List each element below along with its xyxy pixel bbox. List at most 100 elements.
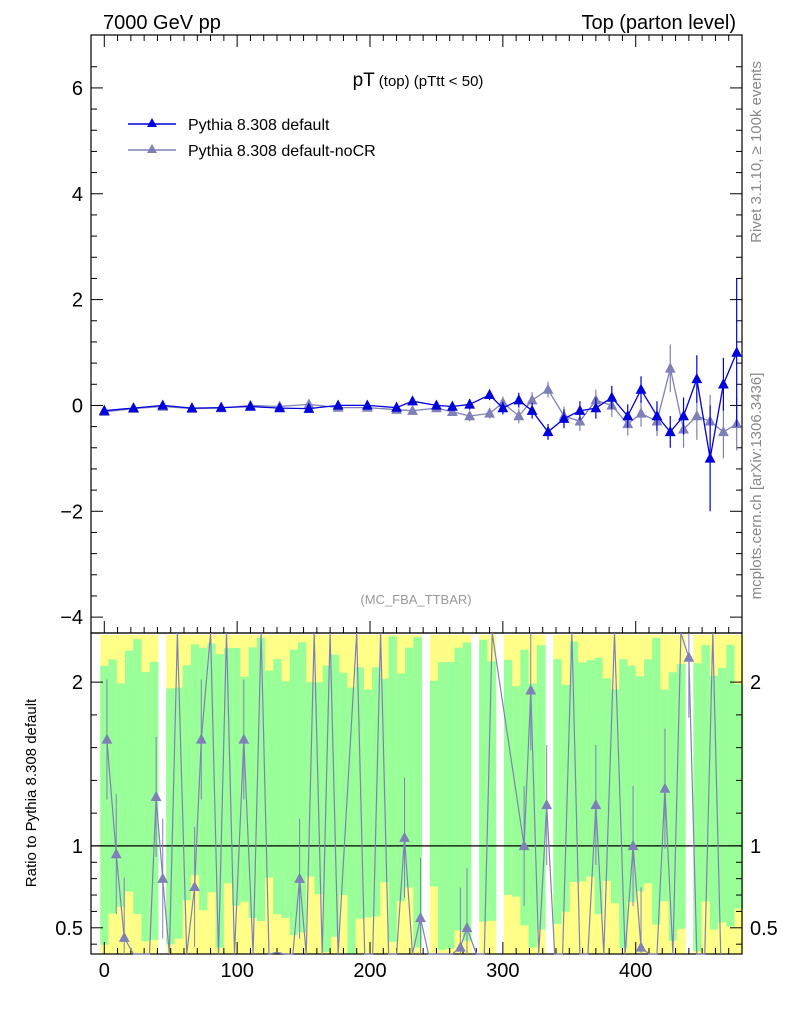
- ratio-data-point: [189, 880, 201, 892]
- main-y-tick-label: −4: [60, 607, 83, 629]
- ratio-band-inner: [182, 665, 192, 901]
- ratio-data-point: [150, 790, 162, 801]
- data-point-nocr: [718, 425, 729, 437]
- ratio-band-inner: [676, 664, 686, 929]
- ratio-band-inner: [141, 671, 151, 942]
- ratio-band-inner: [133, 639, 142, 915]
- ratio-data-point: [590, 798, 602, 810]
- ratio-data-point: [118, 931, 130, 942]
- ratio-data-point: [627, 839, 639, 851]
- data-point-default: [651, 410, 663, 421]
- ratio-band-inner: [215, 654, 225, 948]
- ratio-band-inner: [446, 661, 455, 949]
- ratio-uncertainty-bands: [100, 635, 744, 954]
- ratio-band-inner: [643, 659, 653, 884]
- ratio-band-inner: [602, 678, 612, 881]
- ratio-band-inner: [635, 676, 645, 892]
- header-left: 7000 GeV pp: [103, 12, 221, 34]
- data-point-default: [574, 404, 586, 415]
- ratio-data-point: [454, 941, 466, 952]
- ratio-data-point: [294, 872, 305, 883]
- data-point-nocr: [542, 383, 554, 394]
- watermark: (MC_FBA_TTBAR): [360, 592, 471, 607]
- data-point-default: [542, 425, 554, 437]
- data-point-default: [407, 395, 418, 406]
- x-tick-label: 0: [99, 960, 110, 982]
- data-point-default: [128, 402, 139, 413]
- main-y-tick-label: −2: [60, 501, 83, 523]
- ratio-band-inner: [166, 688, 175, 945]
- ratio-data-point: [541, 798, 553, 810]
- ratio-band-inner: [726, 644, 736, 927]
- ratio-band-inner: [265, 670, 274, 878]
- ratio-band-inner: [520, 649, 530, 926]
- ratio-band-inner: [396, 673, 406, 902]
- ratio-band-inner: [108, 659, 118, 914]
- ratio-band-inner: [578, 662, 587, 882]
- main-y-tick-label: 4: [72, 184, 83, 206]
- ratio-data-point: [238, 733, 250, 744]
- data-point-nocr: [484, 407, 495, 418]
- data-point-nocr: [664, 362, 676, 373]
- ratio-y-tick-label-right: 1: [750, 836, 761, 858]
- ratio-band-inner: [289, 649, 299, 936]
- data-point-default: [332, 399, 344, 410]
- ratio-band-inner: [273, 659, 283, 915]
- ratio-band-inner: [405, 647, 414, 888]
- ratio-band-inner: [709, 675, 719, 930]
- ratio-series: [101, 632, 722, 955]
- ratio-band-inner: [611, 689, 620, 904]
- main-y-tick-label: 0: [72, 395, 83, 417]
- ratio-band-inner: [199, 647, 208, 911]
- ratio-band-inner: [297, 642, 307, 933]
- series-line-default: [104, 352, 738, 459]
- ratio-band-inner: [429, 680, 439, 887]
- data-point-nocr: [464, 410, 476, 421]
- ratio-band-inner: [503, 659, 513, 895]
- ratio-band-inner: [174, 687, 184, 939]
- ratio-band-inner: [207, 643, 217, 893]
- ratio-data-point: [461, 921, 473, 932]
- data-point-default: [98, 404, 110, 415]
- ratio-band-inner: [594, 657, 604, 915]
- data-point-default: [391, 401, 402, 412]
- legend: Pythia 8.308 default Pythia 8.308 defaul…: [128, 117, 376, 160]
- data-point-default: [731, 346, 743, 357]
- series-line-nocr: [104, 368, 738, 433]
- rivet-label: Rivet 3.1.10, ≥ 100k events: [748, 61, 765, 243]
- x-tick-label: 100: [220, 960, 253, 982]
- data-point-default: [558, 412, 570, 423]
- main-y-tick-label: 6: [72, 78, 83, 100]
- ratio-y-tick-label-right: 2: [750, 672, 761, 694]
- legend-label-nocr: Pythia 8.308 default-noCR: [188, 143, 376, 160]
- data-point-nocr: [574, 415, 586, 426]
- data-point-default: [157, 399, 169, 410]
- ratio-band-inner: [553, 659, 563, 924]
- ratio-band-inner: [734, 684, 744, 909]
- ratio-band-inner: [330, 654, 340, 937]
- data-point-default: [446, 400, 458, 411]
- ratio-data-point: [525, 684, 537, 695]
- ratio-band-inner: [569, 641, 579, 883]
- data-point-default: [718, 378, 729, 389]
- data-point-default: [245, 400, 256, 411]
- plot-title: pT (top) (pTtt < 50): [353, 70, 484, 91]
- ratio-band-inner: [256, 637, 266, 922]
- ratio-y-axis-label: Ratio to Pythia 8.308 default: [23, 698, 40, 887]
- data-point-nocr: [513, 410, 525, 421]
- plot-title-sub: (top) (pTtt < 50): [379, 73, 484, 90]
- x-tick-label: 200: [353, 960, 386, 982]
- ratio-band-inner: [388, 636, 398, 942]
- x-tick-label: 400: [619, 960, 652, 982]
- ratio-band-inner: [438, 662, 447, 950]
- ratio-band-inner: [125, 650, 134, 892]
- ratio-band-inner: [619, 659, 628, 948]
- main-series: [98, 278, 743, 512]
- ratio-y-tick-label-right: 0.5: [750, 918, 778, 940]
- data-point-default: [664, 425, 676, 437]
- data-point-default: [361, 399, 373, 410]
- ratio-band-inner: [314, 682, 324, 895]
- mcplots-label: mcplots.cern.ch [arXiv:1306.3436]: [748, 373, 765, 600]
- ratio-band-inner: [668, 672, 678, 941]
